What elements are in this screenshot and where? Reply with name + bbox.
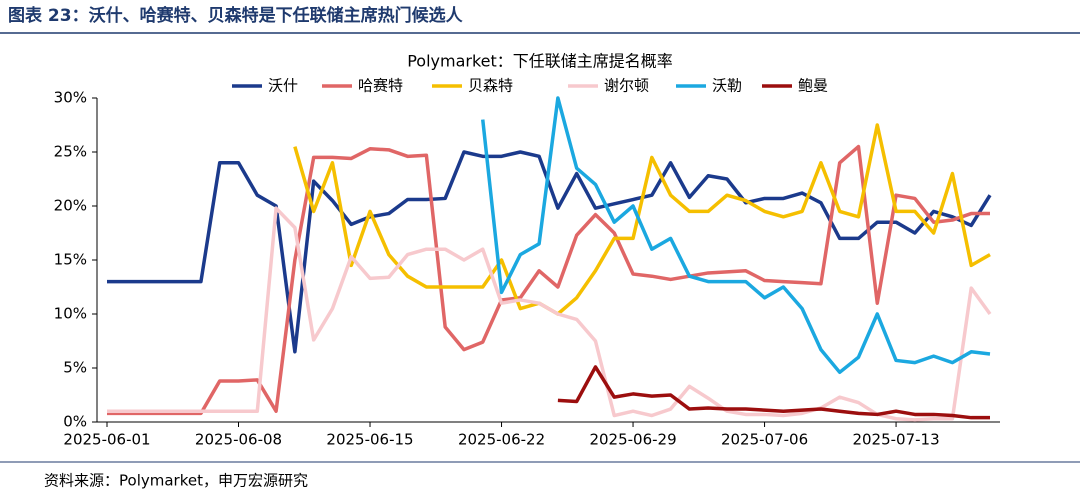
legend-label: 鲍曼 (798, 77, 828, 95)
y-tick-label: 0% (63, 413, 87, 431)
series-line (481, 96, 991, 375)
x-tick-label: 2025-06-01 (63, 431, 150, 449)
series-line (293, 123, 991, 316)
chart-title: Polymarket：下任联储主席提名概率 (407, 52, 673, 71)
legend-label: 谢尔顿 (604, 77, 649, 95)
series-line (557, 365, 990, 420)
x-tick-label: 2025-06-29 (589, 431, 676, 449)
y-tick-label: 5% (63, 359, 87, 377)
y-tick-label: 25% (54, 143, 87, 161)
legend-label: 沃什 (268, 77, 298, 95)
series-line (107, 206, 992, 422)
figure-title: 图表 23：沃什、哈赛特、贝森特是下任联储主席热门候选人 (8, 5, 464, 26)
y-tick-label: 15% (54, 251, 87, 269)
series-line (107, 144, 990, 416)
x-tick-label: 2025-07-06 (721, 431, 808, 449)
y-tick-label: 10% (54, 305, 87, 323)
x-tick-label: 2025-07-13 (852, 431, 939, 449)
x-tick-label: 2025-06-22 (458, 431, 545, 449)
legend-label: 沃勒 (712, 77, 742, 95)
y-tick-label: 30% (54, 89, 87, 107)
legend-label: 哈赛特 (358, 77, 403, 95)
x-tick-label: 2025-06-08 (195, 431, 282, 449)
source: 资料来源：Polymarket，申万宏源研究 (44, 472, 308, 490)
legend-label: 贝森特 (468, 77, 513, 95)
y-tick-label: 20% (54, 197, 87, 215)
x-tick-label: 2025-06-15 (326, 431, 413, 449)
